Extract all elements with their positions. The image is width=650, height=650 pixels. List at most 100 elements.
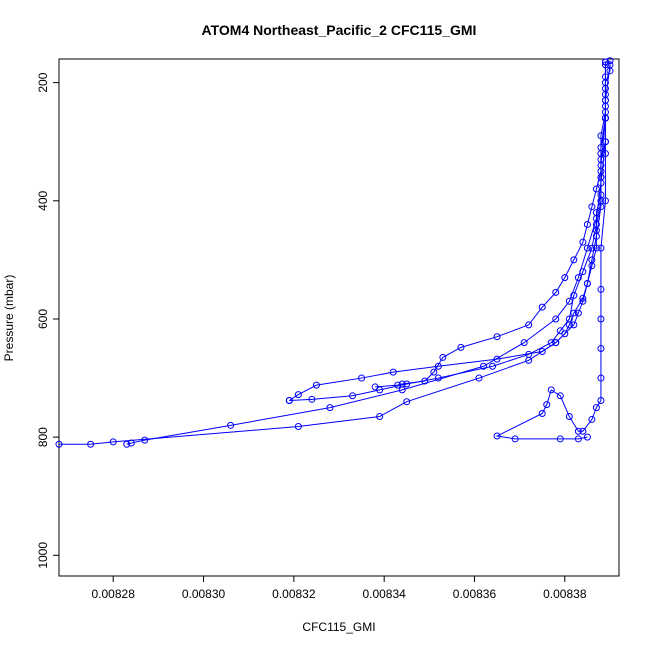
series-3 xyxy=(285,58,609,405)
data-point xyxy=(574,274,582,282)
data-point xyxy=(556,327,564,335)
data-point xyxy=(457,343,465,351)
data-point xyxy=(109,438,117,446)
data-point xyxy=(597,161,605,169)
data-point xyxy=(552,339,560,347)
series-layer xyxy=(55,57,614,448)
data-point xyxy=(597,397,605,405)
data-point xyxy=(294,423,302,431)
data-point xyxy=(538,347,546,355)
data-point xyxy=(389,368,397,376)
series-4 xyxy=(123,61,614,448)
data-point xyxy=(552,288,560,296)
data-point xyxy=(349,392,357,400)
data-point xyxy=(538,410,546,418)
series-line xyxy=(375,61,606,388)
data-point xyxy=(525,356,533,364)
data-point xyxy=(538,303,546,311)
data-point xyxy=(403,380,411,388)
x-tick-label: 0.00830 xyxy=(182,587,226,601)
series-6 xyxy=(493,58,609,443)
y-axis-label: Pressure (mbar) xyxy=(2,275,16,362)
data-point xyxy=(439,353,447,361)
x-tick-label: 0.00836 xyxy=(453,587,497,601)
data-point xyxy=(574,309,582,317)
data-point xyxy=(588,203,596,211)
data-point xyxy=(227,421,235,429)
data-point xyxy=(597,315,605,323)
y-tick-label: 200 xyxy=(36,72,50,92)
data-point xyxy=(601,102,609,110)
series-2 xyxy=(371,58,609,391)
data-point xyxy=(376,386,384,394)
series-5 xyxy=(55,61,609,448)
data-point xyxy=(597,285,605,293)
data-point xyxy=(141,436,149,444)
data-point xyxy=(55,440,63,448)
data-point xyxy=(376,412,384,420)
data-point xyxy=(574,427,582,435)
data-point xyxy=(403,398,411,406)
data-point xyxy=(570,256,578,264)
data-point xyxy=(398,386,406,394)
data-point xyxy=(583,220,591,228)
x-tick-label: 0.00828 xyxy=(91,587,135,601)
data-point xyxy=(358,374,366,382)
x-tick-label: 0.00838 xyxy=(543,587,587,601)
data-point xyxy=(583,433,591,441)
y-tick-label: 600 xyxy=(36,309,50,329)
series-line xyxy=(126,64,611,445)
data-point xyxy=(597,203,605,211)
data-point xyxy=(601,58,609,66)
data-point xyxy=(489,362,497,370)
data-point xyxy=(520,339,528,347)
series-line xyxy=(289,60,611,401)
data-point xyxy=(434,362,442,370)
data-point xyxy=(601,150,609,158)
data-point xyxy=(493,432,501,440)
data-point xyxy=(312,381,320,389)
data-point xyxy=(588,244,596,252)
data-point xyxy=(294,391,302,399)
data-point xyxy=(480,362,488,370)
data-point xyxy=(493,333,501,341)
data-point xyxy=(601,197,609,205)
data-point xyxy=(552,315,560,323)
data-point xyxy=(543,401,551,409)
data-point xyxy=(579,297,587,305)
data-point xyxy=(583,244,591,252)
x-tick-label: 0.00834 xyxy=(362,587,406,601)
data-point xyxy=(592,244,600,252)
data-point xyxy=(597,374,605,382)
data-point xyxy=(87,440,95,448)
x-tick-label: 0.00832 xyxy=(272,587,316,601)
data-point xyxy=(597,345,605,353)
x-axis: 0.00828 0.00830 0.00832 0.00834 0.00836 0.008… xyxy=(91,576,587,601)
data-point xyxy=(574,435,582,443)
data-point xyxy=(588,415,596,423)
data-point xyxy=(583,280,591,288)
data-point xyxy=(556,392,564,400)
data-point xyxy=(597,144,605,152)
data-point xyxy=(430,368,438,376)
data-point xyxy=(570,321,578,329)
data-point xyxy=(547,386,555,394)
data-point xyxy=(525,321,533,329)
data-point xyxy=(592,185,600,193)
x-axis-label: CFC115_GMI xyxy=(302,620,375,634)
data-point xyxy=(597,244,605,252)
data-point xyxy=(326,404,334,412)
data-point xyxy=(308,395,316,403)
data-point xyxy=(565,315,573,323)
data-point xyxy=(565,297,573,305)
y-tick-label: 800 xyxy=(36,427,50,447)
data-point xyxy=(556,435,564,443)
y-tick-label: 400 xyxy=(36,190,50,210)
y-axis: 200 400 600 800 1000 xyxy=(36,72,59,569)
data-point xyxy=(493,355,501,363)
y-tick-label: 1000 xyxy=(36,542,50,569)
plot-frame xyxy=(58,58,620,577)
series-line xyxy=(289,61,606,402)
data-point xyxy=(565,412,573,420)
